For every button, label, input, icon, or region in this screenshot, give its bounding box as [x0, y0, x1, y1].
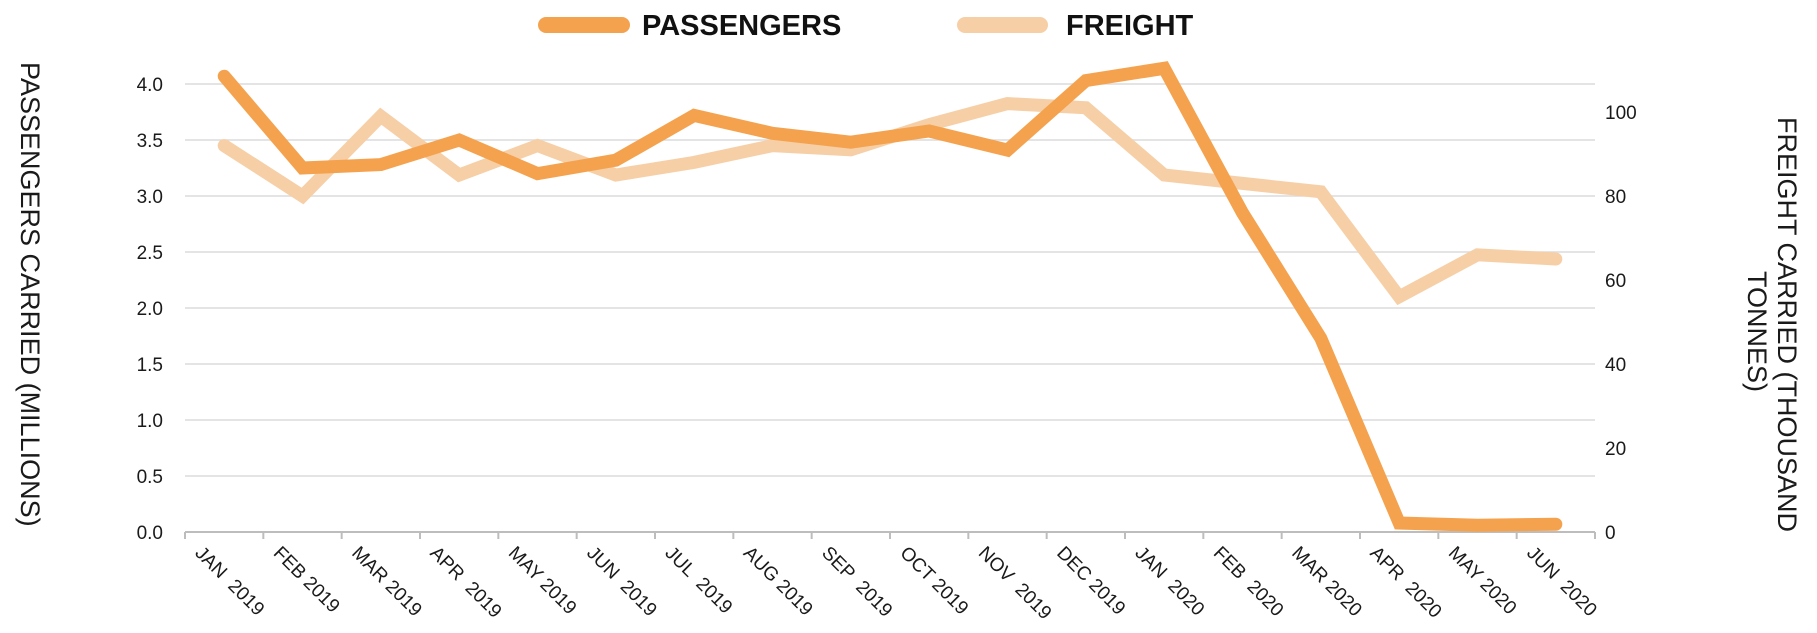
x-tick-label: JUL 2019 — [661, 543, 737, 619]
left-y-tick-label: 4.0 — [137, 75, 163, 96]
legend-label-freight: FREIGHT — [1066, 10, 1194, 42]
left-y-tick-label: 0.0 — [137, 523, 163, 544]
x-tick-label: JAN 2019 — [191, 543, 269, 621]
left-y-tick-label: 0.5 — [137, 467, 163, 488]
right-axis-title-line-1: FREIGHT CARRIED (THOUSAND — [1772, 117, 1802, 532]
right-y-tick-label: 40 — [1605, 355, 1626, 376]
x-tick-label: MAY 2020 — [1444, 543, 1520, 619]
right-y-tick-label: 0 — [1605, 523, 1616, 544]
legend: PASSENGERS FREIGHT — [538, 10, 1194, 42]
left-y-tick-label: 3.0 — [137, 187, 163, 208]
x-tick-label: FEB 2019 — [269, 543, 344, 618]
left-y-ticks: 0.0 0.5 1.0 1.5 2.0 2.5 3.0 3.5 4.0 — [137, 75, 163, 544]
x-tick-label: AUG 2019 — [739, 543, 817, 621]
x-tick-label: MAY 2019 — [504, 543, 580, 619]
x-tick-label: OCT 2019 — [896, 543, 973, 620]
x-tick-label: FEB 2020 — [1209, 543, 1287, 621]
left-y-tick-label: 1.0 — [137, 411, 163, 432]
x-tick-label: SEP 2019 — [817, 543, 896, 622]
left-y-tick-label: 2.5 — [137, 243, 163, 264]
left-y-tick-label: 3.5 — [137, 131, 163, 152]
x-tick-label: MAR 2019 — [347, 543, 425, 621]
right-y-tick-label: 80 — [1605, 187, 1626, 208]
right-y-tick-label: 100 — [1605, 103, 1637, 124]
left-axis-title: PASSENGERS CARRIED (MILLIONS) — [15, 62, 45, 527]
x-tick-label: APR 2020 — [1366, 543, 1446, 623]
x-tick-label: DEC 2019 — [1052, 543, 1129, 620]
right-y-tick-label: 60 — [1605, 271, 1626, 292]
left-y-tick-label: 2.0 — [137, 299, 163, 320]
right-axis-title-line-2: TONNES) — [1742, 271, 1772, 392]
x-tick-label: APR 2019 — [426, 543, 506, 623]
right-y-ticks: 0 20 40 60 80 100 — [1605, 103, 1637, 544]
x-tick-label: NOV 2019 — [974, 543, 1055, 624]
series-lines — [217, 61, 1563, 532]
x-tick-label: JUN 2019 — [582, 543, 660, 621]
right-y-tick-label: 20 — [1605, 439, 1626, 460]
series-line-passengers — [217, 61, 1563, 532]
x-tick-label: JAN 2020 — [1131, 543, 1209, 621]
legend-label-passengers: PASSENGERS — [642, 10, 841, 42]
left-y-tick-label: 1.5 — [137, 355, 163, 376]
x-tick-label: JUN 2020 — [1522, 543, 1600, 621]
x-tick-label: MAR 2020 — [1287, 543, 1365, 621]
right-axis-title: FREIGHT CARRIED (THOUSAND TONNES) — [1742, 117, 1802, 532]
